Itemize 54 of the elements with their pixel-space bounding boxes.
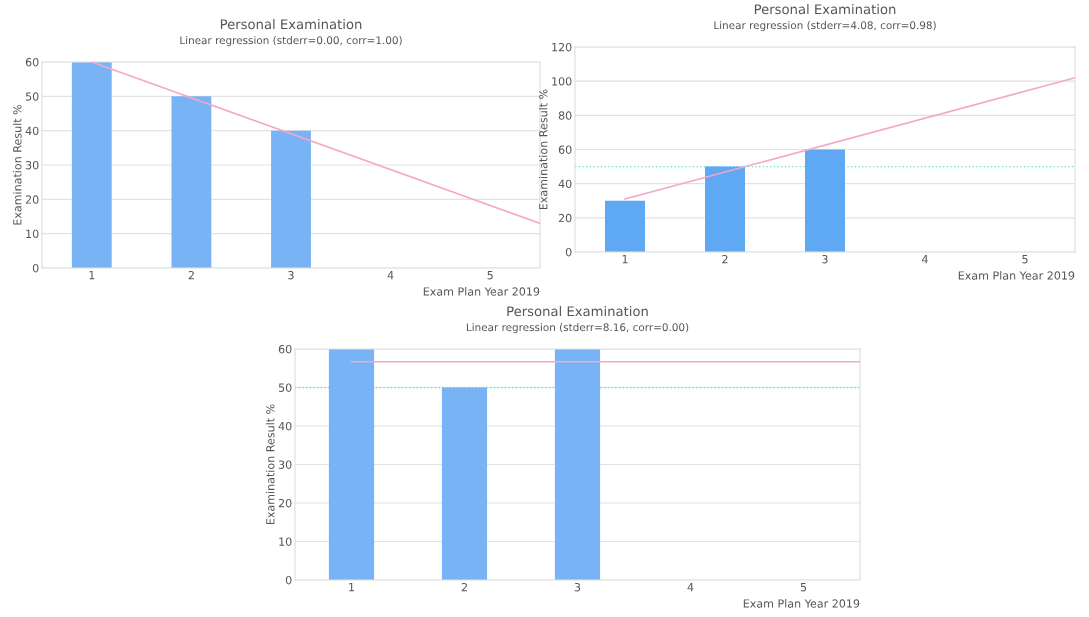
chart-subtitle: Linear regression (stderr=8.16, corr=0.00) bbox=[466, 323, 689, 334]
x-tick-label: 2 bbox=[188, 270, 194, 280]
y-tick-label: 10 bbox=[26, 229, 39, 239]
y-tick-label: 0 bbox=[32, 263, 39, 273]
y-tick-label: 40 bbox=[278, 421, 292, 431]
chart-subtitle: Linear regression (stderr=4.08, corr=0.98) bbox=[714, 21, 936, 32]
bar bbox=[271, 130, 311, 268]
chart-title: Personal Examination bbox=[220, 18, 362, 30]
y-tick-label: 30 bbox=[278, 460, 292, 469]
y-axis-title: Examination Result % bbox=[538, 89, 548, 210]
x-tick-label: 1 bbox=[622, 255, 628, 264]
y-axis-title: Examination Result % bbox=[12, 104, 22, 225]
y-tick-label: 30 bbox=[25, 160, 39, 170]
y-tick-label: 20 bbox=[25, 195, 39, 204]
x-axis-title: Exam Plan Year 2019 bbox=[423, 287, 540, 296]
bar bbox=[171, 96, 212, 268]
x-tick-label: 3 bbox=[574, 582, 581, 592]
x-tick-label: 3 bbox=[822, 254, 828, 264]
y-tick-label: 100 bbox=[552, 77, 572, 86]
y-tick-label: 80 bbox=[558, 111, 572, 120]
bar bbox=[605, 200, 645, 252]
x-tick-label: 2 bbox=[722, 254, 728, 264]
y-tick-label: 10 bbox=[279, 537, 292, 546]
x-axis-title: Exam Plan Year 2019 bbox=[743, 599, 860, 608]
x-tick-label: 1 bbox=[89, 271, 95, 280]
x-tick-label: 3 bbox=[288, 270, 294, 280]
x-tick-label: 5 bbox=[1022, 255, 1028, 264]
y-axis-title: Examination Result % bbox=[265, 404, 275, 525]
y-tick-label: 20 bbox=[278, 498, 292, 508]
x-tick-label: 4 bbox=[922, 255, 928, 264]
bar bbox=[805, 149, 845, 252]
bar bbox=[705, 166, 745, 252]
y-tick-label: 60 bbox=[558, 145, 572, 154]
y-tick-label: 20 bbox=[558, 213, 572, 223]
x-tick-label: 2 bbox=[461, 582, 467, 592]
x-tick-label: 4 bbox=[687, 583, 694, 592]
chart-subtitle: Linear regression (stderr=0.00, corr=1.00) bbox=[180, 36, 402, 47]
x-tick-label: 5 bbox=[487, 271, 493, 280]
y-tick-label: 50 bbox=[25, 92, 39, 101]
x-tick-label: 1 bbox=[349, 583, 355, 592]
x-tick-label: 4 bbox=[387, 271, 394, 280]
chart-title: Personal Examination bbox=[507, 305, 648, 317]
y-tick-label: 0 bbox=[565, 247, 572, 257]
y-tick-label: 40 bbox=[558, 179, 572, 189]
y-tick-label: 120 bbox=[552, 42, 572, 52]
bar bbox=[71, 62, 112, 268]
y-tick-label: 0 bbox=[285, 575, 292, 585]
y-tick-label: 60 bbox=[278, 344, 292, 354]
y-tick-label: 60 bbox=[25, 57, 39, 67]
x-axis-title: Exam Plan Year 2019 bbox=[958, 271, 1075, 280]
y-tick-label: 50 bbox=[278, 383, 292, 392]
chart-title: Personal Examination bbox=[754, 3, 896, 15]
x-tick-label: 5 bbox=[800, 583, 807, 592]
y-tick-label: 40 bbox=[25, 126, 39, 136]
